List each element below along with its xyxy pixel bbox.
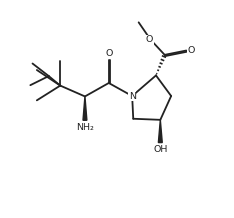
Text: O: O bbox=[105, 49, 113, 58]
Polygon shape bbox=[158, 120, 162, 143]
Text: O: O bbox=[146, 35, 153, 44]
Text: NH₂: NH₂ bbox=[76, 123, 94, 132]
Polygon shape bbox=[83, 96, 87, 120]
Text: OH: OH bbox=[153, 145, 168, 153]
Text: O: O bbox=[187, 46, 195, 55]
Text: N: N bbox=[129, 92, 136, 100]
